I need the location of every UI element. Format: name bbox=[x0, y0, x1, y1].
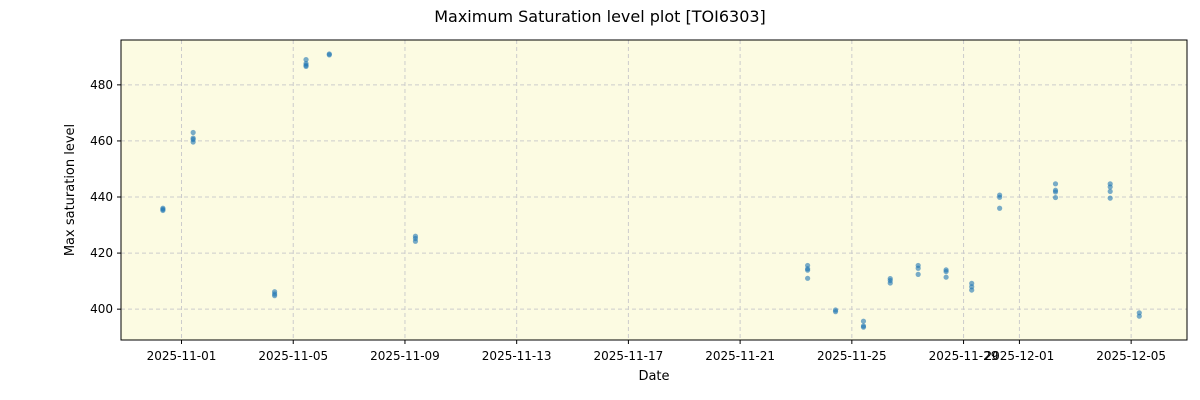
x-tick-label: 2025-11-09 bbox=[370, 349, 440, 363]
y-axis-ticks: 400 420 440 460 480 bbox=[90, 78, 121, 316]
x-tick-label: 2025-11-17 bbox=[594, 349, 664, 363]
plot-area bbox=[121, 40, 1187, 340]
data-point bbox=[272, 293, 278, 299]
data-point bbox=[1107, 195, 1113, 201]
data-point bbox=[1107, 184, 1113, 190]
data-point bbox=[943, 268, 949, 275]
data-point bbox=[969, 287, 975, 293]
y-tick-label: 460 bbox=[90, 134, 113, 148]
x-axis-ticks: 2025-11-01 2025-11-05 2025-11-09 2025-11-13… bbox=[147, 340, 1166, 363]
data-points bbox=[160, 51, 1142, 330]
x-tick-label: 2025-12-05 bbox=[1096, 349, 1166, 363]
data-point bbox=[303, 63, 309, 69]
axes-frame bbox=[120, 39, 1188, 341]
data-point bbox=[190, 139, 196, 145]
data-point bbox=[997, 194, 1003, 200]
data-point bbox=[1136, 313, 1142, 319]
data-point bbox=[412, 238, 419, 244]
data-point bbox=[1107, 188, 1113, 195]
y-axis-label: Max saturation level bbox=[63, 124, 78, 256]
data-point bbox=[887, 280, 893, 286]
data-point bbox=[805, 275, 811, 281]
data-point bbox=[860, 318, 867, 324]
data-point bbox=[303, 57, 309, 63]
x-axis-label: Date bbox=[638, 369, 669, 384]
data-point bbox=[1052, 181, 1059, 187]
data-point bbox=[1052, 194, 1059, 201]
data-point bbox=[943, 274, 949, 280]
x-tick-label: 2025-11-21 bbox=[705, 349, 775, 363]
y-tick-label: 480 bbox=[90, 78, 113, 92]
data-point bbox=[1052, 189, 1059, 195]
x-tick-label: 2025-11-13 bbox=[482, 349, 552, 363]
data-point bbox=[997, 205, 1003, 211]
x-tick-label: 2025-11-29 bbox=[929, 349, 999, 363]
chart-title: Maximum Saturation level plot [TOI6303] bbox=[434, 7, 766, 26]
data-point bbox=[832, 309, 839, 315]
data-point bbox=[860, 324, 867, 330]
y-tick-label: 400 bbox=[90, 302, 113, 316]
y-tick-label: 420 bbox=[90, 246, 113, 260]
y-tick-label: 440 bbox=[90, 190, 113, 204]
data-point bbox=[326, 52, 332, 58]
data-point bbox=[190, 129, 196, 136]
data-point bbox=[915, 271, 921, 277]
data-point bbox=[160, 206, 166, 212]
x-tick-label: 2025-11-05 bbox=[258, 349, 328, 363]
grid-lines bbox=[121, 40, 1187, 340]
x-tick-label: 2025-11-01 bbox=[147, 349, 217, 363]
data-point bbox=[915, 265, 921, 271]
data-point bbox=[805, 267, 811, 273]
x-tick-label: 2025-11-25 bbox=[817, 349, 887, 363]
x-tick-label: 2025-12-01 bbox=[985, 349, 1055, 363]
